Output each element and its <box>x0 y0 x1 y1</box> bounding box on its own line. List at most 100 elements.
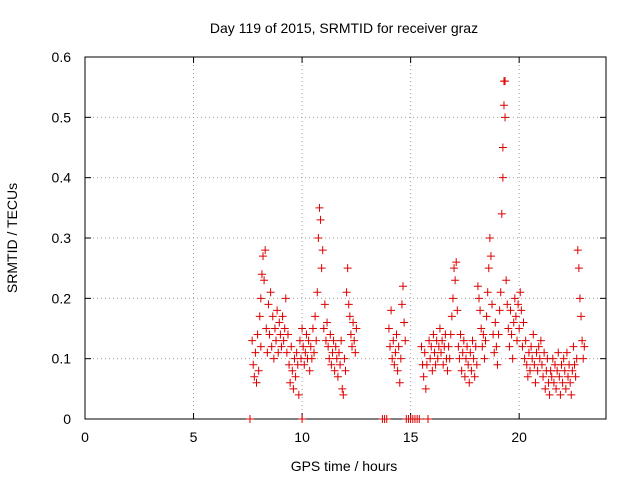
data-point <box>351 348 360 357</box>
data-point <box>329 336 338 345</box>
data-point <box>571 372 580 381</box>
data-point <box>578 336 587 345</box>
data-point <box>420 348 429 357</box>
data-point <box>261 246 270 255</box>
data-point <box>266 288 275 297</box>
x-tick-label: 20 <box>511 429 527 445</box>
data-point <box>298 324 307 333</box>
data-point <box>422 360 431 369</box>
data-point <box>480 354 489 363</box>
data-point <box>317 264 326 273</box>
data-point <box>421 384 430 393</box>
data-point <box>567 390 576 399</box>
y-tick-label: 0.2 <box>52 290 72 306</box>
data-point <box>492 342 501 351</box>
data-point <box>278 312 287 321</box>
data-point <box>264 300 273 309</box>
data-point <box>555 372 564 381</box>
data-point <box>451 276 460 285</box>
data-point <box>392 330 401 339</box>
data-point <box>428 366 437 375</box>
data-point <box>552 384 561 393</box>
data-point <box>461 354 470 363</box>
data-point <box>262 324 271 333</box>
data-point <box>539 372 548 381</box>
y-tick-label: 0.1 <box>52 351 72 367</box>
data-point <box>437 348 446 357</box>
data-point <box>465 378 474 387</box>
data-point <box>507 330 516 339</box>
data-point <box>295 336 304 345</box>
data-point <box>558 378 567 387</box>
data-point <box>470 372 479 381</box>
data-point <box>423 415 432 423</box>
data-point <box>547 372 556 381</box>
data-point <box>285 360 294 369</box>
data-point <box>431 360 440 369</box>
data-point <box>248 336 257 345</box>
data-point <box>443 366 452 375</box>
data-point <box>570 360 579 369</box>
data-point <box>557 360 566 369</box>
gridlines <box>85 57 606 419</box>
data-point <box>327 360 336 369</box>
data-point <box>272 336 281 345</box>
data-points <box>245 77 589 423</box>
data-point <box>573 246 582 255</box>
data-point <box>497 209 506 218</box>
data-point <box>482 312 491 321</box>
data-point <box>324 342 333 351</box>
y-tick-label: 0 <box>63 411 71 427</box>
data-point <box>299 342 308 351</box>
data-point <box>468 336 477 345</box>
data-point <box>517 306 526 315</box>
data-point <box>515 324 524 333</box>
data-point <box>388 354 397 363</box>
data-point <box>253 330 262 339</box>
data-point <box>481 336 490 345</box>
data-point <box>499 101 508 110</box>
data-point <box>523 372 532 381</box>
data-point <box>501 113 510 122</box>
x-tick-label: 0 <box>81 429 89 445</box>
data-point <box>537 360 546 369</box>
data-point <box>265 330 274 339</box>
data-point <box>320 300 329 309</box>
data-point <box>505 342 514 351</box>
data-point <box>336 360 345 369</box>
axis-ticks: 0 5 10 15 20 0 0.1 0.2 0.3 0.4 0.5 0.6 <box>52 49 606 445</box>
data-point <box>289 384 298 393</box>
data-point <box>472 360 481 369</box>
data-point <box>275 318 284 327</box>
data-point <box>386 342 395 351</box>
data-point <box>316 215 325 224</box>
data-point <box>252 378 261 387</box>
data-point <box>313 288 322 297</box>
data-point <box>444 342 453 351</box>
x-axis-label: GPS time / hours <box>291 458 398 474</box>
data-point <box>506 306 515 315</box>
data-point <box>473 282 482 291</box>
data-point <box>559 354 568 363</box>
data-point <box>343 264 352 273</box>
data-point <box>282 348 291 357</box>
data-point <box>484 264 493 273</box>
data-point <box>310 348 319 357</box>
data-point <box>396 354 405 363</box>
data-point <box>256 342 265 351</box>
data-point <box>298 415 307 423</box>
data-point <box>533 366 542 375</box>
data-point <box>389 336 398 345</box>
data-point <box>498 173 507 182</box>
data-point <box>575 294 584 303</box>
data-point <box>338 384 347 393</box>
data-point <box>561 384 570 393</box>
data-point <box>274 348 283 357</box>
data-point <box>549 378 558 387</box>
data-point <box>429 330 438 339</box>
data-point <box>438 336 447 345</box>
data-point <box>463 342 472 351</box>
data-point <box>257 270 266 279</box>
data-point <box>323 318 332 327</box>
data-point <box>485 234 494 242</box>
